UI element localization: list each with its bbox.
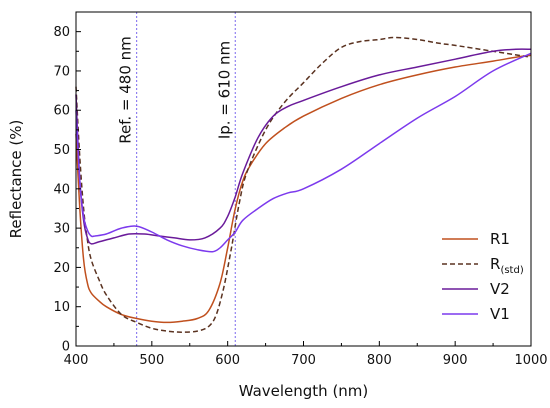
series-layer	[75, 36, 532, 333]
legend: R1 R(std) V2 V1	[442, 230, 524, 323]
ticks-layer: 400 500 600 700 800 900 1000 0 10 20 30 40 50 60 70 80	[53, 11, 548, 368]
legend-label-1: R1	[490, 230, 510, 248]
plot-frame	[75, 11, 532, 347]
series-line-4	[75, 52, 532, 253]
legend-label-text: R1	[490, 230, 510, 248]
axes-layer	[75, 11, 532, 347]
series-line-1	[75, 54, 532, 324]
x-axis-title: Wavelength (nm)	[239, 382, 369, 400]
annotation-layer: Ref. = 480 nm Ip. = 610 nm	[117, 12, 236, 346]
y-tick-label: 70	[53, 64, 70, 79]
annotation-label-610: Ip. = 610 nm	[215, 41, 233, 139]
y-tick-label: 0	[62, 340, 70, 355]
x-tick-label: 400	[64, 353, 89, 368]
legend-label-4: V1	[490, 305, 510, 323]
legend-label-subscript: (std)	[500, 265, 523, 276]
legend-label-text: R	[490, 255, 500, 273]
y-tick-label: 20	[53, 261, 70, 276]
y-tick-label: 80	[53, 25, 70, 40]
legend-label-text: V2	[490, 280, 510, 298]
y-tick-label: 10	[53, 300, 70, 315]
legend-label-text: V1	[490, 305, 510, 323]
legend-label-3: V2	[490, 280, 510, 298]
y-tick-label: 50	[53, 143, 70, 158]
annotation-label-480: Ref. = 480 nm	[117, 36, 135, 144]
x-tick-label: 500	[139, 353, 164, 368]
y-tick-label: 40	[53, 182, 70, 197]
series-line-2	[75, 36, 532, 333]
y-axis-title: Reflectance (%)	[7, 120, 25, 239]
x-tick-label: 700	[291, 353, 316, 368]
y-tick-label: 30	[53, 222, 70, 237]
series-line-3	[75, 48, 532, 245]
x-tick-label: 600	[215, 353, 240, 368]
x-tick-label: 1000	[514, 353, 547, 368]
x-tick-label: 800	[367, 353, 392, 368]
legend-label-2: R(std)	[490, 255, 524, 276]
x-tick-label: 900	[443, 353, 468, 368]
y-tick-label: 60	[53, 104, 70, 119]
